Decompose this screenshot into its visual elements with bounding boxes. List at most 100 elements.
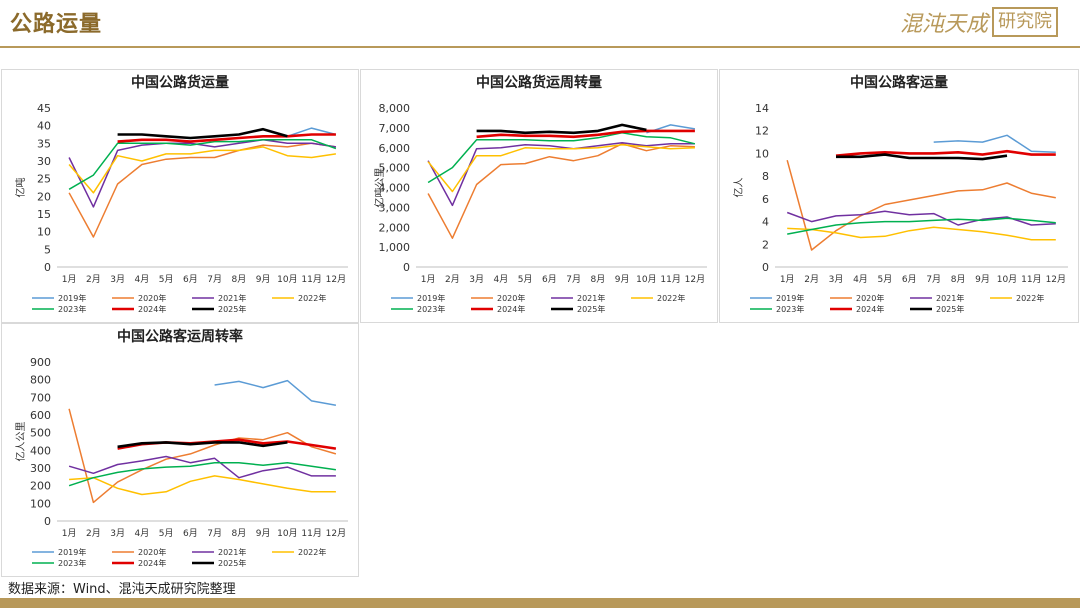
legend-label: 2025年	[577, 304, 605, 314]
y-tick-label: 35	[37, 137, 51, 150]
legend-label: 2021年	[577, 293, 605, 303]
series-line-2022	[68, 146, 337, 194]
chart-title: 中国公路货运量	[131, 74, 229, 91]
y-tick-label: 2	[762, 238, 769, 251]
series-line-2020	[68, 142, 337, 238]
x-tick-label: 5月	[518, 274, 533, 285]
x-tick-label: 1月	[421, 274, 436, 285]
series-line-2024	[117, 133, 336, 143]
x-tick-label: 11月	[301, 528, 321, 539]
logo-text: 混沌天成	[899, 12, 988, 37]
page-title: 公路运量	[10, 11, 103, 37]
x-tick-label: 12月	[1046, 274, 1066, 285]
header-divider	[0, 46, 1080, 48]
series-line-2021	[786, 210, 1056, 226]
y-tick-label: 10	[37, 226, 51, 239]
legend-label: 2019年	[776, 293, 804, 303]
series-line-2021	[427, 142, 695, 207]
series-line-2025	[476, 123, 647, 135]
chart-title: 中国公路客运量	[850, 74, 948, 91]
x-tick-label: 7月	[207, 274, 222, 285]
y-tick-label: 0	[44, 261, 51, 274]
x-tick-label: 7月	[566, 274, 581, 285]
logo: 混沌天成 研究院	[900, 6, 1058, 38]
x-tick-label: 6月	[902, 274, 917, 285]
y-tick-label: 15	[37, 208, 51, 221]
chart-panel-freight-turnover: 中国公路货运周转量 亿吨公里 0 1,000 2,000 3,000 4,000 5,000 6…	[360, 69, 718, 323]
chart-title: 中国公路客运周转率	[117, 328, 243, 345]
series-line-2020	[786, 160, 1056, 251]
x-tick-label: 7月	[207, 528, 222, 539]
legend-label: 2024年	[138, 304, 166, 314]
series-line-2024	[835, 149, 1056, 157]
series-line-2021	[68, 455, 336, 479]
y-tick-label: 0	[403, 261, 410, 274]
y-tick-label: 20	[37, 190, 51, 203]
x-tick-label: 5月	[159, 528, 174, 539]
logo-box: 研究院	[992, 7, 1058, 37]
y-axis-label: 亿人公里	[14, 422, 27, 462]
series-line-2023	[68, 139, 337, 190]
legend-label: 2025年	[936, 304, 964, 314]
x-tick-label: 3月	[469, 274, 484, 285]
x-tick-label: 11月	[660, 274, 680, 285]
legend-label: 2024年	[138, 558, 166, 568]
series-line-2022	[69, 475, 336, 496]
series-line-2019	[214, 379, 337, 407]
x-tick-label: 11月	[301, 274, 321, 285]
legend-label: 2021年	[936, 293, 964, 303]
y-tick-label: 12	[755, 125, 769, 138]
y-axis-label: 亿人	[732, 178, 745, 198]
y-tick-label: 3,000	[379, 201, 411, 214]
legend-label: 2020年	[138, 293, 166, 303]
x-tick-label: 11月	[1021, 274, 1041, 285]
legend-label: 2025年	[218, 558, 246, 568]
legend-label: 2023年	[417, 304, 445, 314]
x-tick-label: 6月	[183, 528, 198, 539]
y-tick-label: 700	[30, 391, 51, 404]
y-tick-label: 0	[44, 515, 51, 528]
series-line-2025	[117, 441, 288, 449]
legend-label: 2019年	[417, 293, 445, 303]
y-tick-label: 6	[762, 193, 769, 206]
y-tick-label: 40	[37, 120, 51, 133]
y-tick-label: 500	[30, 427, 51, 440]
x-tick-label: 10月	[636, 274, 656, 285]
y-tick-label: 10	[755, 147, 769, 160]
x-tick-label: 3月	[110, 274, 125, 285]
legend-label: 2019年	[58, 293, 86, 303]
x-tick-label: 12月	[326, 528, 346, 539]
series-line-2020	[68, 408, 337, 504]
x-tick-label: 10月	[277, 528, 297, 539]
series-line-2019	[933, 134, 1056, 154]
legend-label: 2021年	[218, 293, 246, 303]
series-line-2020	[427, 143, 695, 239]
x-tick-label: 6月	[183, 274, 198, 285]
chart-panel-passenger-turnover: 中国公路客运周转率 亿人公里 0 100 200 300 400 500 600 700 800 90…	[1, 323, 359, 577]
x-tick-label: 2月	[445, 274, 460, 285]
y-tick-label: 7,000	[379, 122, 411, 135]
y-tick-label: 100	[30, 497, 51, 510]
x-tick-label: 3月	[829, 274, 844, 285]
x-tick-label: 5月	[878, 274, 893, 285]
y-axis-label: 亿吨公里	[373, 168, 386, 208]
x-tick-label: 9月	[256, 274, 271, 285]
x-tick-label: 10月	[997, 274, 1017, 285]
x-tick-label: 4月	[494, 274, 509, 285]
series-line-2024	[476, 129, 695, 139]
x-tick-label: 2月	[804, 274, 819, 285]
y-axis-label: 亿吨	[14, 178, 27, 198]
series-line-2022	[427, 144, 695, 193]
source-note: 数据来源：Wind、混沌天成研究院整理	[8, 582, 236, 597]
legend-label: 2021年	[218, 547, 246, 557]
x-tick-label: 4月	[135, 274, 150, 285]
legend-label: 2024年	[856, 304, 884, 314]
x-tick-label: 3月	[110, 528, 125, 539]
y-tick-label: 600	[30, 409, 51, 422]
x-tick-label: 4月	[853, 274, 868, 285]
y-tick-label: 8,000	[379, 102, 411, 115]
y-tick-label: 300	[30, 462, 51, 475]
